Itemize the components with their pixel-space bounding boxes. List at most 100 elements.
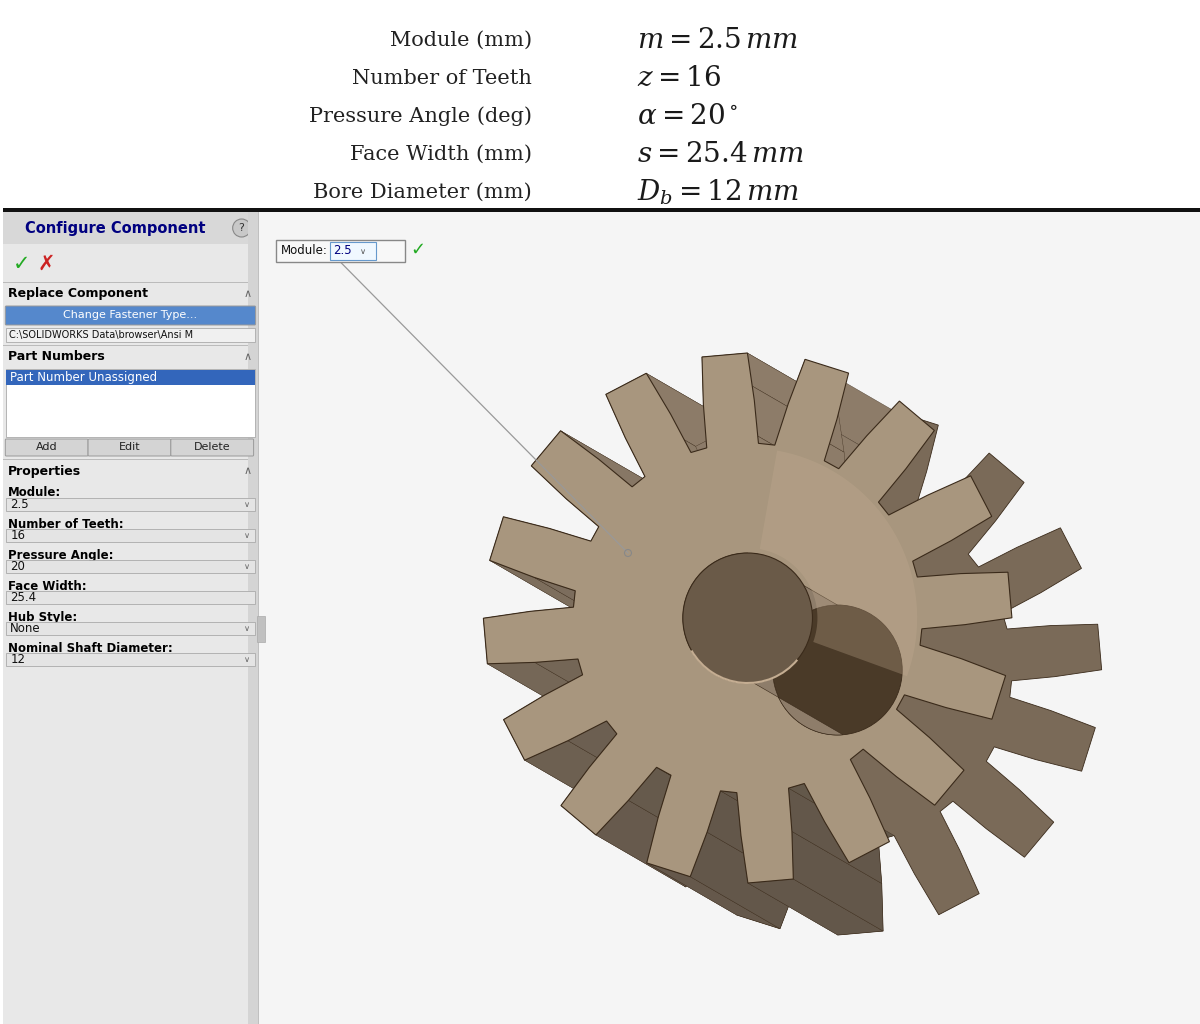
Polygon shape (707, 791, 810, 884)
Text: Number of Teeth:: Number of Teeth: (8, 517, 124, 530)
Text: ∧: ∧ (244, 466, 252, 476)
Text: 16: 16 (11, 529, 25, 542)
Polygon shape (484, 611, 620, 671)
Polygon shape (550, 528, 680, 593)
Text: Nominal Shaft Diameter:: Nominal Shaft Diameter: (8, 641, 173, 654)
Polygon shape (532, 466, 655, 551)
Text: 25.4: 25.4 (11, 591, 36, 604)
Polygon shape (691, 447, 797, 505)
Polygon shape (702, 357, 793, 457)
Polygon shape (703, 404, 797, 500)
Polygon shape (702, 353, 838, 409)
Text: $s = 25.4\,mm$: $s = 25.4\,mm$ (636, 140, 804, 168)
Polygon shape (532, 431, 650, 518)
Bar (6, 591, 254, 604)
Bar (6, 529, 254, 542)
Bar (4, 0, 1200, 208)
Text: $D_b = 12\,mm$: $D_b = 12\,mm$ (636, 177, 798, 207)
Text: Part Numbers: Part Numbers (8, 350, 106, 364)
Polygon shape (632, 476, 734, 539)
Polygon shape (659, 775, 761, 868)
Circle shape (773, 605, 902, 735)
Text: Face Width (mm): Face Width (mm) (350, 144, 532, 164)
Text: Delete: Delete (194, 442, 230, 453)
Polygon shape (788, 359, 895, 456)
Polygon shape (690, 833, 797, 929)
Polygon shape (671, 414, 781, 505)
Text: Face Width:: Face Width: (8, 580, 86, 593)
Polygon shape (606, 721, 707, 785)
FancyBboxPatch shape (5, 306, 256, 325)
Text: Replace Component: Replace Component (8, 288, 149, 300)
Text: Module (mm): Module (mm) (390, 31, 532, 49)
Text: ∨: ∨ (244, 500, 250, 509)
Polygon shape (647, 374, 761, 466)
Polygon shape (490, 560, 624, 630)
Text: Configure Component: Configure Component (25, 220, 205, 236)
Text: ∨: ∨ (360, 247, 366, 256)
Bar (6, 653, 254, 666)
Text: $\alpha = 20^\circ$: $\alpha = 20^\circ$ (636, 102, 738, 130)
Bar (6, 622, 254, 635)
Text: Hub Style:: Hub Style: (8, 610, 78, 624)
Polygon shape (560, 767, 679, 857)
Text: Pressure Angle:: Pressure Angle: (8, 549, 114, 561)
Polygon shape (596, 801, 718, 887)
Polygon shape (535, 659, 667, 715)
FancyBboxPatch shape (88, 439, 170, 456)
Text: Module:: Module: (281, 245, 328, 257)
Text: ∨: ∨ (244, 624, 250, 633)
Polygon shape (530, 607, 664, 664)
Polygon shape (748, 879, 883, 935)
Text: Bore Diameter (mm): Bore Diameter (mm) (313, 182, 532, 202)
Text: ∧: ∧ (244, 289, 252, 299)
Text: Part Number Unassigned: Part Number Unassigned (11, 371, 157, 384)
Text: ?: ? (239, 223, 245, 233)
Text: ∨: ∨ (244, 562, 250, 571)
Polygon shape (574, 406, 1102, 935)
Bar (6, 328, 254, 342)
Bar (4, 212, 258, 1024)
Text: Change Fastener Type...: Change Fastener Type... (64, 310, 198, 321)
Text: ∨: ∨ (244, 655, 250, 664)
Polygon shape (560, 806, 685, 887)
Text: ✗: ✗ (37, 254, 55, 274)
Polygon shape (755, 400, 848, 496)
Circle shape (683, 553, 812, 683)
Polygon shape (737, 793, 830, 888)
Polygon shape (590, 526, 689, 593)
Bar (6, 369, 254, 437)
Polygon shape (534, 578, 665, 643)
Polygon shape (748, 353, 844, 453)
Text: Pressure Angle (deg): Pressure Angle (deg) (308, 106, 532, 126)
Polygon shape (566, 499, 689, 579)
Bar (247, 212, 258, 1024)
Polygon shape (683, 553, 844, 735)
Circle shape (233, 219, 251, 237)
Polygon shape (504, 720, 614, 812)
Polygon shape (487, 663, 624, 716)
Polygon shape (484, 618, 577, 716)
Polygon shape (629, 767, 746, 852)
Text: Module:: Module: (8, 486, 61, 500)
Bar (4, 208, 1200, 212)
Polygon shape (504, 695, 634, 772)
Text: 2.5: 2.5 (11, 498, 29, 511)
Polygon shape (647, 817, 748, 914)
Polygon shape (524, 740, 658, 812)
Bar (6, 370, 254, 385)
Bar (330, 242, 377, 260)
Polygon shape (788, 783, 894, 840)
Polygon shape (758, 443, 864, 497)
Bar (258, 212, 1200, 1024)
Polygon shape (599, 459, 722, 539)
Polygon shape (606, 374, 736, 446)
Polygon shape (720, 791, 827, 845)
Text: $z = 16$: $z = 16$ (636, 63, 721, 92)
Text: 2.5: 2.5 (334, 245, 352, 257)
Polygon shape (504, 517, 640, 581)
Polygon shape (656, 767, 761, 827)
Text: ✓: ✓ (13, 254, 31, 274)
Text: C:\SOLIDWORKS Data\browser\Ansi M: C:\SOLIDWORKS Data\browser\Ansi M (10, 330, 193, 340)
Text: None: None (11, 622, 41, 635)
